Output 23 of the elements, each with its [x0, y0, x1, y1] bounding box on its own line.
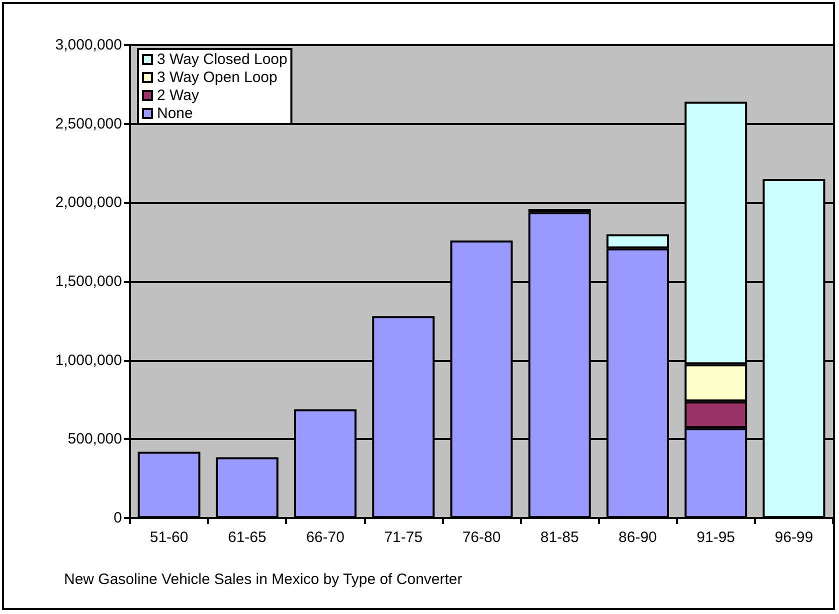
x-tick-label: 66-70: [306, 529, 344, 546]
x-tick-label: 51-60: [150, 529, 188, 546]
bar: [138, 452, 200, 518]
y-tick-label: 2,500,000: [55, 115, 122, 132]
legend-label: 3 Way Open Loop: [157, 69, 278, 86]
x-tick-label: 61-65: [228, 529, 266, 546]
x-tick-label: 71-75: [384, 529, 423, 546]
x-tick-label: 91-95: [696, 529, 736, 546]
bar: [216, 457, 278, 518]
x-tick-label: 86-90: [618, 529, 657, 546]
legend-label: 2 Way: [157, 87, 200, 104]
x-tick-label: 96-99: [774, 529, 814, 546]
text: New Gasoline Vehicle Sales in Mexico by Type of Converter: [64, 571, 462, 588]
legend-label: None: [157, 105, 193, 122]
y-tick-label: 1,500,000: [55, 273, 122, 290]
y-tick-label: 2,000,000: [55, 194, 122, 212]
x-tick-label: 76-80: [462, 529, 501, 546]
legend-label: 3 Way Closed Loop: [157, 51, 288, 68]
x-tick-label: 81-85: [540, 529, 579, 546]
y-tick-label: 3,000,000: [55, 36, 122, 54]
y-tick-label: 0: [114, 510, 122, 526]
y-tick-label: 1,000,000: [55, 352, 122, 369]
y-tick-label: 500,000: [68, 430, 122, 448]
